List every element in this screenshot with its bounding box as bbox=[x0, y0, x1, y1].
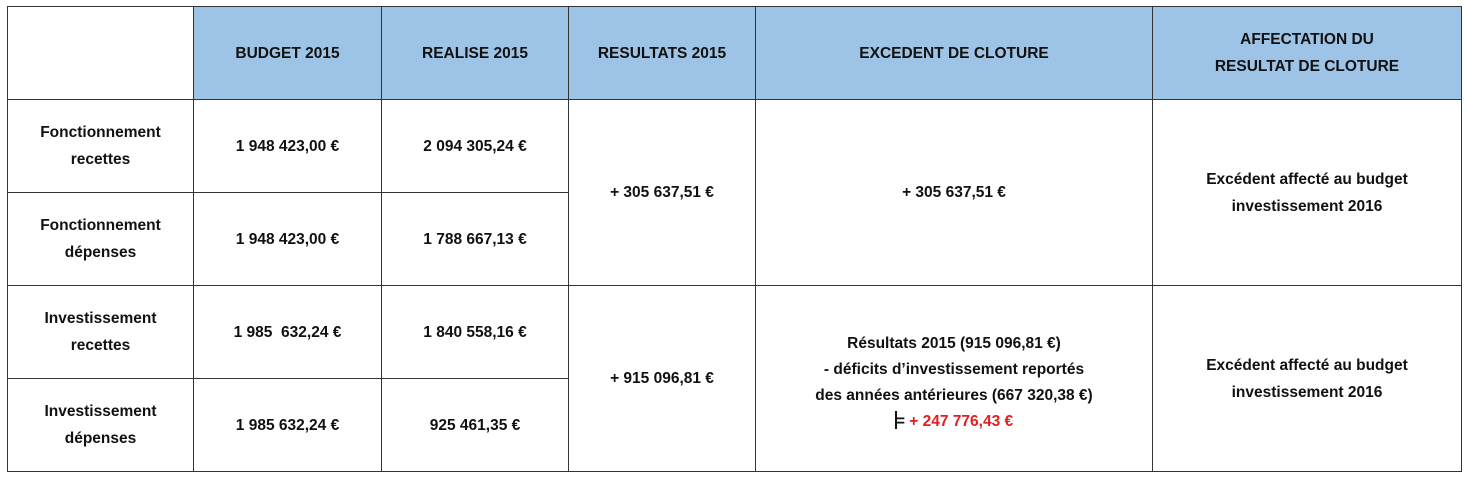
row-label-line1: Investissement bbox=[44, 310, 157, 327]
cell-budget: 1 985 632,24 € bbox=[193, 378, 382, 472]
row-label-line1: Fonctionnement bbox=[40, 217, 161, 234]
excedent-equals: = bbox=[895, 412, 905, 430]
cell-realise: 1 788 667,13 € bbox=[381, 192, 569, 286]
header-excedent: EXCEDENT DE CLOTURE bbox=[755, 6, 1153, 100]
cell-budget: 1 948 423,00 € bbox=[193, 99, 382, 193]
excedent-line1: Résultats 2015 (915 096,81 €) bbox=[847, 334, 1061, 352]
header-row: BUDGET 2015 REALISE 2015 RESULTATS 2015 … bbox=[7, 6, 1462, 100]
excedent-total: + 247 776,43 € bbox=[909, 412, 1014, 430]
cell-budget: 1 948 423,00 € bbox=[193, 192, 382, 286]
header-resultats: RESULTATS 2015 bbox=[568, 6, 756, 100]
row-label-line1: Fonctionnement bbox=[40, 124, 161, 141]
cell-affectation-fonctionnement: Excédent affecté au budget investissemen… bbox=[1152, 99, 1462, 286]
row-label-line2: dépenses bbox=[64, 244, 137, 261]
affectation-line1: Excédent affecté au budget bbox=[1206, 170, 1408, 188]
header-affectation-line1: AFFECTATION DU bbox=[1240, 31, 1374, 48]
excedent-line2: - déficits d’investissement reportés bbox=[823, 360, 1085, 378]
row-label-line2: recettes bbox=[70, 337, 131, 354]
budget-table: BUDGET 2015 REALISE 2015 RESULTATS 2015 … bbox=[7, 6, 1462, 472]
cell-realise: 1 840 558,16 € bbox=[381, 285, 569, 379]
table-row: Fonctionnement recettes 1 948 423,00 € 2… bbox=[7, 99, 1462, 286]
cell-realise: 925 461,35 € bbox=[381, 378, 569, 472]
affectation-line1: Excédent affecté au budget bbox=[1206, 356, 1408, 374]
row-label-line2: recettes bbox=[70, 151, 131, 168]
header-affectation: AFFECTATION DU RESULTAT DE CLOTURE bbox=[1152, 6, 1462, 100]
row-label-line2: dépenses bbox=[64, 430, 137, 447]
table-row: Fonctionnement dépenses 1 948 423,00 € 1… bbox=[7, 192, 1462, 286]
row-label: Fonctionnement dépenses bbox=[7, 192, 194, 286]
row-label: Fonctionnement recettes bbox=[7, 99, 194, 193]
table-row: Investissement recettes 1 985 632,24 € 1… bbox=[7, 285, 1462, 472]
header-budget: BUDGET 2015 bbox=[193, 6, 382, 100]
header-realise: REALISE 2015 bbox=[381, 6, 569, 100]
cell-excedent-fonctionnement: + 305 637,51 € bbox=[755, 99, 1153, 286]
table-row: Investissement dépenses 1 985 632,24 € 9… bbox=[7, 378, 1462, 472]
cell-resultat-fonctionnement: + 305 637,51 € bbox=[568, 99, 756, 286]
cell-resultat-investissement: + 915 096,81 € bbox=[568, 285, 756, 472]
text-cursor-mark bbox=[894, 410, 897, 429]
row-label: Investissement recettes bbox=[7, 285, 194, 379]
affectation-line2: investissement 2016 bbox=[1231, 197, 1383, 215]
row-label-line1: Investissement bbox=[44, 403, 157, 420]
cell-realise: 2 094 305,24 € bbox=[381, 99, 569, 193]
cell-affectation-investissement: Excédent affecté au budget investissemen… bbox=[1152, 285, 1462, 472]
excedent-line3: des années antérieures (667 320,38 €) bbox=[815, 386, 1093, 404]
header-affectation-line2: RESULTAT DE CLOTURE bbox=[1214, 58, 1400, 75]
cell-budget: 1 985 632,24 € bbox=[193, 285, 382, 379]
row-label: Investissement dépenses bbox=[7, 378, 194, 472]
affectation-line2: investissement 2016 bbox=[1231, 383, 1383, 401]
cell-excedent-investissement: Résultats 2015 (915 096,81 €) - déficits… bbox=[755, 285, 1153, 472]
header-blank bbox=[7, 6, 194, 100]
